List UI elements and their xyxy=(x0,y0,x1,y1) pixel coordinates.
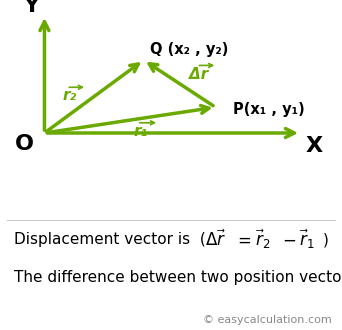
Text: The difference between two position vectors: The difference between two position vect… xyxy=(14,270,342,285)
Text: $=$: $=$ xyxy=(234,231,252,249)
Text: $\vec{r}_1$: $\vec{r}_1$ xyxy=(299,228,315,251)
Text: X: X xyxy=(306,136,323,156)
Text: ): ) xyxy=(323,232,329,247)
Text: Δr: Δr xyxy=(189,67,208,82)
Text: r₂: r₂ xyxy=(63,88,77,103)
Text: © easycalculation.com: © easycalculation.com xyxy=(203,315,332,325)
Text: $\vec{r}_2$: $\vec{r}_2$ xyxy=(255,228,270,251)
Text: Y: Y xyxy=(23,0,39,16)
Text: P(x₁ , y₁): P(x₁ , y₁) xyxy=(233,102,304,117)
Text: $\Delta\vec{r}$: $\Delta\vec{r}$ xyxy=(205,229,227,250)
Text: Q (x₂ , y₂): Q (x₂ , y₂) xyxy=(150,42,229,57)
Text: Displacement vector is  (: Displacement vector is ( xyxy=(14,232,215,247)
Text: r₁: r₁ xyxy=(133,124,147,139)
Text: $-$: $-$ xyxy=(282,231,296,249)
Text: O: O xyxy=(14,134,34,154)
